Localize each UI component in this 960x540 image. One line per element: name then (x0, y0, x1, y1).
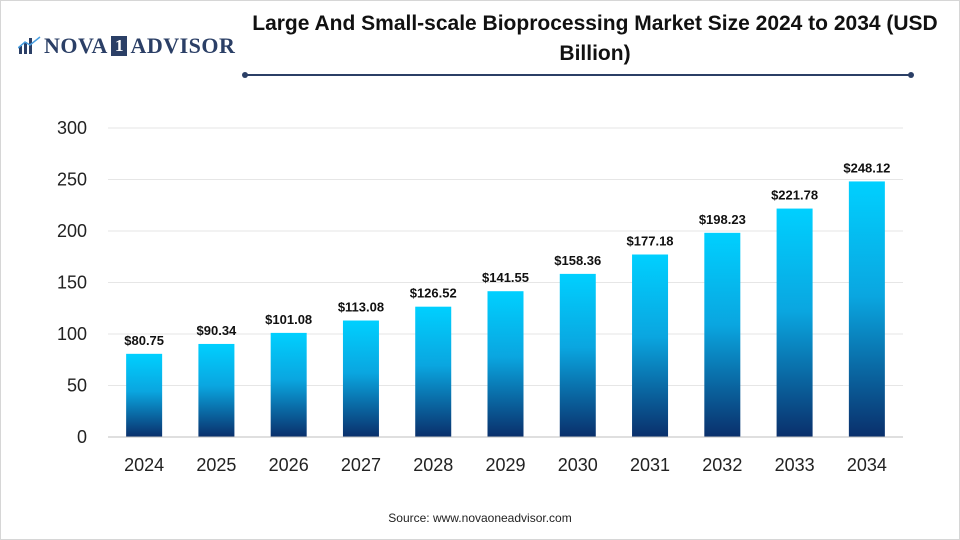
y-tick-label: 250 (57, 170, 87, 190)
grid-lines (108, 127, 903, 386)
bar-2034 (848, 181, 885, 437)
bar-chart-logo-icon (18, 36, 41, 54)
bar-2031 (632, 254, 669, 437)
bar-2030 (559, 273, 596, 437)
logo: NOVA 1 ADVISOR (18, 33, 236, 58)
x-tick-label-2025: 2025 (196, 455, 236, 475)
data-label-2028: $126.52 (410, 286, 457, 301)
y-tick-label: 150 (57, 273, 87, 293)
x-tick-label-2027: 2027 (341, 455, 381, 475)
data-label-2025: $90.34 (197, 323, 238, 338)
data-label-2034: $248.12 (843, 160, 890, 175)
data-label-2024: $80.75 (124, 333, 164, 348)
x-tick-label-2034: 2034 (847, 455, 887, 475)
x-tick-label-2028: 2028 (413, 455, 453, 475)
logo-digit-box: 1 (110, 36, 128, 56)
chart-title: Large And Small-scale Bioprocessing Mark… (252, 12, 938, 65)
y-tick-label: 0 (77, 427, 87, 447)
x-tick-label-2029: 2029 (485, 455, 525, 475)
bars (126, 181, 885, 437)
logo-text-advisor: ADVISOR (130, 33, 236, 58)
data-label-2030: $158.36 (554, 253, 601, 268)
data-label-2033: $221.78 (771, 188, 818, 203)
y-tick-label: 50 (67, 376, 87, 396)
bar-2033 (776, 208, 813, 437)
x-axis-tick-labels: 2024 2025 2026 2027 2028 2029 2030 2031 2032 2033… (124, 455, 887, 475)
x-tick-label-2031: 2031 (630, 455, 670, 475)
bar-2028 (415, 306, 452, 437)
bar-2029 (487, 291, 524, 437)
bar-2027 (342, 320, 379, 437)
x-tick-label-2024: 2024 (124, 455, 164, 475)
bar-2032 (704, 232, 741, 437)
bar-2026 (270, 332, 307, 437)
data-label-2031: $177.18 (627, 234, 674, 249)
logo-digit: 1 (114, 36, 124, 55)
data-label-2029: $141.55 (482, 270, 529, 285)
title-underline (242, 72, 914, 78)
y-axis-tick-labels: 0 50 100 150 200 250 300 (57, 118, 87, 447)
bar-2025 (198, 343, 235, 437)
bar-2024 (126, 353, 163, 437)
data-labels: $80.75 $90.34 $101.08 $113.08 $126.52 $141.55… (124, 160, 890, 347)
logo-text-nova: NOVA (44, 33, 108, 58)
y-tick-label: 200 (57, 221, 87, 241)
x-tick-label-2032: 2032 (702, 455, 742, 475)
y-tick-label: 100 (57, 324, 87, 344)
data-label-2032: $198.23 (699, 212, 746, 227)
x-tick-label-2033: 2033 (775, 455, 815, 475)
data-label-2027: $113.08 (338, 300, 384, 315)
x-tick-label-2030: 2030 (558, 455, 598, 475)
y-tick-label: 300 (57, 118, 87, 138)
x-tick-label-2026: 2026 (269, 455, 309, 475)
source-text: Source: www.novaoneadvisor.com (388, 511, 572, 525)
data-label-2026: $101.08 (265, 312, 312, 327)
